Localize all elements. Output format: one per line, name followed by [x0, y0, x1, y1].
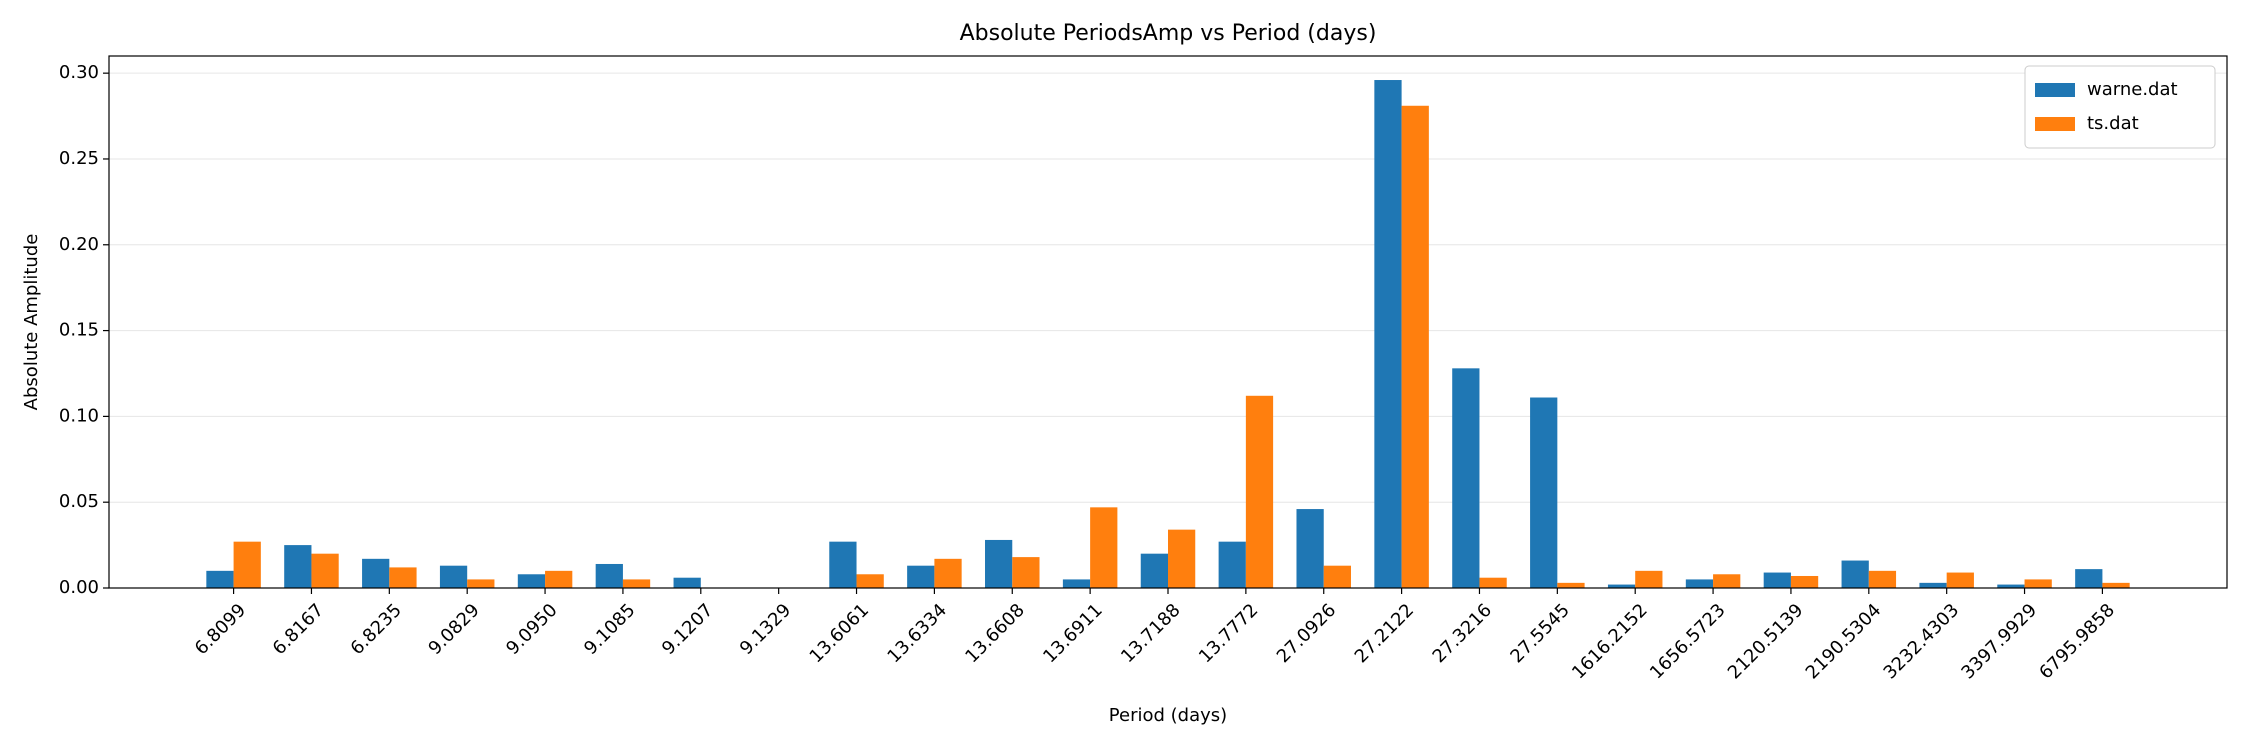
bar	[467, 579, 495, 588]
x-tick-label: 13.7188	[1117, 600, 1184, 667]
bar	[1868, 570, 1897, 588]
chart-title: Absolute PeriodsAmp vs Period (days)	[960, 21, 1377, 46]
x-tick-label: 3232.4303	[1880, 600, 1964, 684]
bar	[2075, 569, 2103, 588]
bar	[1296, 509, 1324, 588]
legend-label: warne.dat	[2087, 79, 2178, 100]
x-tick-label: 1656.5723	[1646, 600, 1730, 684]
legend-swatch	[2035, 83, 2075, 97]
bar	[1919, 582, 1947, 588]
bar	[389, 567, 417, 588]
legend-swatch	[2035, 117, 2075, 131]
x-tick-label: 9.1085	[580, 600, 639, 659]
x-tick-label: 27.2122	[1351, 600, 1418, 667]
y-tick-label: 0.25	[59, 148, 99, 169]
bar	[1997, 584, 2025, 588]
y-tick-label: 0.15	[59, 320, 99, 341]
bar	[856, 574, 884, 588]
x-tick-label: 13.6334	[883, 600, 950, 667]
bar	[1374, 80, 1402, 588]
bar	[934, 558, 962, 588]
bar	[1763, 572, 1791, 588]
bar	[206, 570, 234, 588]
bar	[1218, 541, 1246, 588]
bar	[1090, 507, 1118, 588]
x-axis-label: Period (days)	[1109, 705, 1227, 726]
bar	[1685, 579, 1714, 588]
bar	[1530, 397, 1558, 588]
x-tick-label: 27.0926	[1273, 600, 1340, 667]
bar	[595, 563, 623, 588]
bar	[907, 565, 935, 588]
x-tick-label: 6.8235	[347, 600, 406, 659]
plot-frame	[108, 55, 2228, 589]
bar	[829, 541, 857, 588]
x-tick-label: 6.8167	[269, 600, 328, 659]
bar	[1245, 395, 1274, 588]
x-tick-label: 6795.9858	[2035, 600, 2119, 684]
bar	[1140, 553, 1168, 588]
bar	[233, 541, 261, 588]
y-tick-label: 0.20	[59, 234, 99, 255]
bar	[1790, 575, 1819, 588]
x-tick-label: 13.6608	[961, 600, 1028, 667]
bar	[1557, 582, 1585, 588]
bar	[1168, 529, 1196, 588]
bar	[1452, 368, 1480, 588]
y-tick-label: 0.00	[59, 577, 99, 598]
bar	[517, 574, 546, 588]
x-tick-label: 3397.9929	[1957, 600, 2041, 684]
x-tick-label: 27.5545	[1506, 600, 1573, 667]
x-tick-label: 9.0829	[424, 600, 483, 659]
bar	[1323, 565, 1351, 588]
bar	[1479, 577, 1507, 588]
x-tick-label: 9.1329	[736, 600, 795, 659]
x-tick-label: 2120.5139	[1724, 600, 1808, 684]
y-axis-label: Absolute Amplitude	[21, 234, 42, 411]
bar	[311, 553, 339, 588]
bar	[1607, 584, 1636, 588]
x-tick-label: 13.6911	[1039, 600, 1106, 667]
bar	[985, 539, 1013, 588]
bar	[1713, 574, 1741, 588]
x-tick-label: 6.8099	[191, 600, 250, 659]
bar	[545, 570, 573, 588]
bar	[1012, 557, 1040, 588]
bar	[2102, 582, 2130, 588]
bar	[1062, 579, 1091, 588]
bar	[1635, 570, 1663, 588]
x-tick-label: 27.3216	[1429, 600, 1496, 667]
y-tick-label: 0.10	[59, 405, 99, 426]
x-tick-label: 13.7772	[1195, 600, 1262, 667]
bar	[673, 577, 701, 588]
y-tick-label: 0.30	[59, 62, 99, 83]
x-tick-label: 9.1207	[658, 600, 717, 659]
bar	[362, 558, 390, 588]
bar	[284, 545, 312, 588]
bar	[1946, 572, 1974, 588]
x-tick-label: 13.6061	[806, 600, 873, 667]
bar	[1401, 105, 1429, 589]
legend-label: ts.dat	[2087, 113, 2139, 134]
x-tick-label: 9.0950	[502, 600, 561, 659]
y-tick-label: 0.05	[59, 491, 99, 512]
bar	[2024, 579, 2052, 588]
bar	[622, 579, 651, 588]
bar	[1841, 560, 1869, 588]
x-tick-label: 2190.5304	[1802, 600, 1886, 684]
bar	[439, 565, 468, 588]
x-tick-label: 1616.2152	[1568, 600, 1652, 684]
